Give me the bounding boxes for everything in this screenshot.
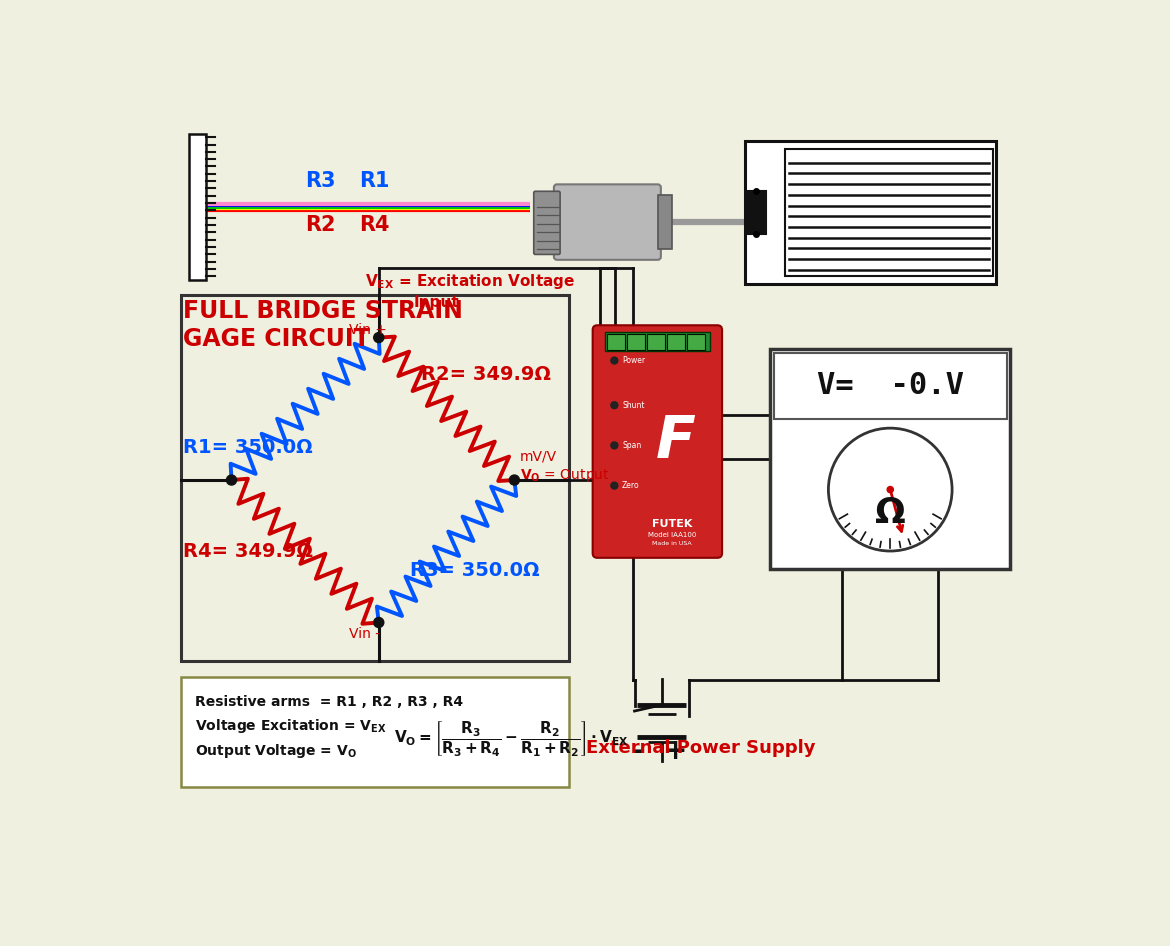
Text: Vin -: Vin - [350, 627, 380, 640]
Circle shape [828, 429, 952, 551]
Text: R3: R3 [305, 171, 336, 191]
Text: R3= 350.0Ω: R3= 350.0Ω [410, 561, 539, 580]
Text: Vin +: Vin + [350, 323, 387, 337]
Text: FULL BRIDGE STRAIN
GAGE CIRCUIT: FULL BRIDGE STRAIN GAGE CIRCUIT [184, 299, 463, 351]
Circle shape [227, 475, 236, 485]
Text: R4= 349.9Ω: R4= 349.9Ω [184, 542, 314, 561]
Circle shape [373, 333, 384, 342]
Bar [687, 334, 706, 350]
Bar [647, 334, 665, 350]
Text: R4: R4 [359, 216, 390, 236]
Text: mV/V: mV/V [519, 449, 557, 464]
FancyBboxPatch shape [593, 325, 722, 558]
Bar [188, 133, 206, 280]
Text: Resistive arms  = R1 , R2 , R3 , R4: Resistive arms = R1 , R2 , R3 , R4 [195, 694, 463, 709]
Circle shape [611, 357, 618, 364]
Bar [770, 349, 1011, 569]
Circle shape [887, 486, 894, 493]
Text: Model IAA100: Model IAA100 [647, 532, 696, 537]
Text: R1= 350.0Ω: R1= 350.0Ω [184, 438, 314, 457]
Text: Ω: Ω [875, 496, 906, 530]
Bar [181, 677, 569, 786]
Circle shape [611, 442, 618, 448]
Bar [785, 149, 992, 276]
FancyBboxPatch shape [534, 191, 560, 254]
Text: R2: R2 [305, 216, 336, 236]
Circle shape [509, 475, 519, 485]
Text: Made in USA: Made in USA [652, 541, 691, 546]
Bar [607, 334, 625, 350]
Text: F: F [655, 413, 695, 470]
Text: Output Voltage = $\mathbf{V_O}$: Output Voltage = $\mathbf{V_O}$ [195, 742, 357, 760]
Bar [181, 295, 569, 661]
FancyBboxPatch shape [553, 184, 661, 260]
Bar [744, 141, 997, 284]
Circle shape [373, 618, 384, 627]
Bar [746, 191, 766, 234]
Text: V=  -0.V: V= -0.V [817, 372, 964, 400]
Text: Shunt: Shunt [622, 400, 645, 410]
Text: Zero: Zero [622, 481, 640, 490]
Bar [775, 353, 1006, 419]
Text: -: - [631, 737, 642, 764]
Bar [658, 195, 672, 249]
Text: Span: Span [622, 441, 641, 449]
Text: Power: Power [622, 356, 645, 365]
Circle shape [611, 402, 618, 409]
Text: Voltage Excitation = $\mathbf{V_{EX}}$: Voltage Excitation = $\mathbf{V_{EX}}$ [195, 717, 386, 735]
Text: Input: Input [414, 295, 460, 309]
Text: $\mathbf{V_{EX}}$ = Excitation Voltage: $\mathbf{V_{EX}}$ = Excitation Voltage [365, 272, 574, 291]
Text: +: + [663, 737, 687, 764]
Circle shape [611, 482, 618, 489]
Text: External Power Supply: External Power Supply [586, 740, 815, 758]
Text: R1: R1 [359, 171, 390, 191]
Bar [605, 332, 710, 352]
Text: FUTEK: FUTEK [652, 519, 691, 529]
Text: $\mathbf{V_O}$ = Output: $\mathbf{V_O}$ = Output [519, 466, 610, 483]
Bar [667, 334, 684, 350]
Bar [627, 334, 645, 350]
Text: R2= 349.9Ω: R2= 349.9Ω [421, 365, 551, 384]
Text: $\mathbf{V_O = \left[\dfrac{R_3}{R_3+R_4} - \dfrac{R_2}{R_1+R_2}\right] \cdot V_: $\mathbf{V_O = \left[\dfrac{R_3}{R_3+R_4… [394, 719, 628, 759]
